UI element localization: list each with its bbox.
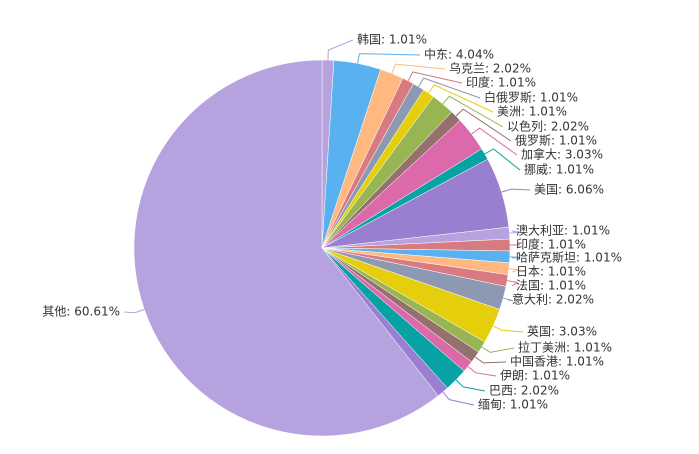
leader-line xyxy=(442,391,475,406)
slice-label: 美国: 6.06% xyxy=(534,183,604,197)
leader-line xyxy=(501,188,531,193)
pie-slice xyxy=(133,59,439,437)
slice-label: 乌克兰: 2.02% xyxy=(449,61,531,76)
leader-line xyxy=(357,53,421,64)
leader-line xyxy=(471,127,518,156)
slice-label: 美洲: 1.01% xyxy=(497,105,567,119)
slice-label: 拉丁美洲: 1.01% xyxy=(518,340,612,355)
slice-label: 中国香港: 1.01% xyxy=(510,354,604,369)
leader-line xyxy=(492,325,524,333)
leader-line xyxy=(455,379,486,392)
slice-label: 韩国: 1.01% xyxy=(357,32,427,47)
slice-label: 印度: 1.01% xyxy=(466,75,536,90)
slice-label: 印度: 1.01% xyxy=(516,237,586,252)
leader-line xyxy=(484,148,521,171)
leader-line xyxy=(428,84,494,113)
slice-label: 白俄罗斯: 1.01% xyxy=(484,90,578,105)
leader-line xyxy=(509,256,520,259)
leader-line xyxy=(503,297,513,302)
slice-label: 中东: 4.04% xyxy=(424,47,494,62)
leader-line xyxy=(455,108,512,142)
slice-label: 伊朗: 1.01% xyxy=(500,369,570,383)
leader-line xyxy=(467,366,497,377)
slice-label: 俄罗斯: 1.01% xyxy=(515,134,597,148)
leader-line xyxy=(407,71,463,84)
slice-label: 法国: 1.01% xyxy=(516,279,586,293)
leader-line xyxy=(509,230,520,234)
slice-label: 挪威: 1.01% xyxy=(524,163,594,177)
leader-line xyxy=(418,77,481,99)
slice-label: 意大利: 2.02% xyxy=(512,292,594,307)
leader-line xyxy=(442,95,504,128)
slice-label: 巴西: 2.02% xyxy=(489,384,559,398)
slice-label: 加拿大: 3.03% xyxy=(521,147,603,162)
leader-line xyxy=(508,268,519,273)
leader-line xyxy=(391,63,446,74)
leader-line xyxy=(123,309,145,314)
slice-label: 以色列: 2.02% xyxy=(507,120,589,134)
slice-label: 缅甸: 1.01% xyxy=(478,398,548,412)
slice-label: 英国: 3.03% xyxy=(527,325,597,339)
leader-line xyxy=(481,346,515,353)
slice-label: 哈萨克斯坦: 1.01% xyxy=(516,251,622,265)
slice-label: 其他: 60.61% xyxy=(42,305,120,319)
slice-label: 澳大利亚: 1.01% xyxy=(516,224,610,238)
slice-label: 日本: 1.01% xyxy=(516,265,586,279)
leader-line xyxy=(327,39,354,61)
leader-line xyxy=(474,356,507,364)
leader-line xyxy=(507,280,519,287)
